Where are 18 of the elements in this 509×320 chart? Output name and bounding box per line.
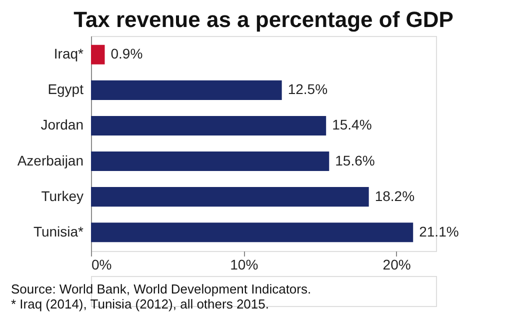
y-tick-label: Azerbaijan — [17, 152, 84, 168]
chart-title: Tax revenue as a percentage of GDP — [74, 7, 454, 32]
data-label: 12.5% — [288, 81, 328, 98]
y-tick-label: Jordan — [40, 116, 84, 133]
text: * Iraq (2014), Tunisia (2012), all others 2015. — [11, 296, 269, 312]
data-label: 15.4% — [332, 116, 372, 133]
y-tick-label: Turkey — [41, 188, 84, 204]
data-label: 0.9% — [110, 46, 143, 62]
y-tick-label: Egypt — [48, 81, 84, 98]
y-tick-label: Tunisia* — [33, 223, 84, 240]
source-note: Source: World Bank, World Development Indicators. — [11, 282, 312, 296]
data-label: 21.1% — [419, 223, 459, 240]
x-tick-label: 10% — [230, 256, 258, 272]
y-tick-label: Iraq* — [54, 46, 84, 62]
data-label: 18.2% — [374, 188, 415, 204]
data-label: 15.6% — [335, 152, 375, 168]
x-tick-label: 0% — [92, 256, 112, 272]
x-tick-label: 20% — [382, 256, 411, 272]
